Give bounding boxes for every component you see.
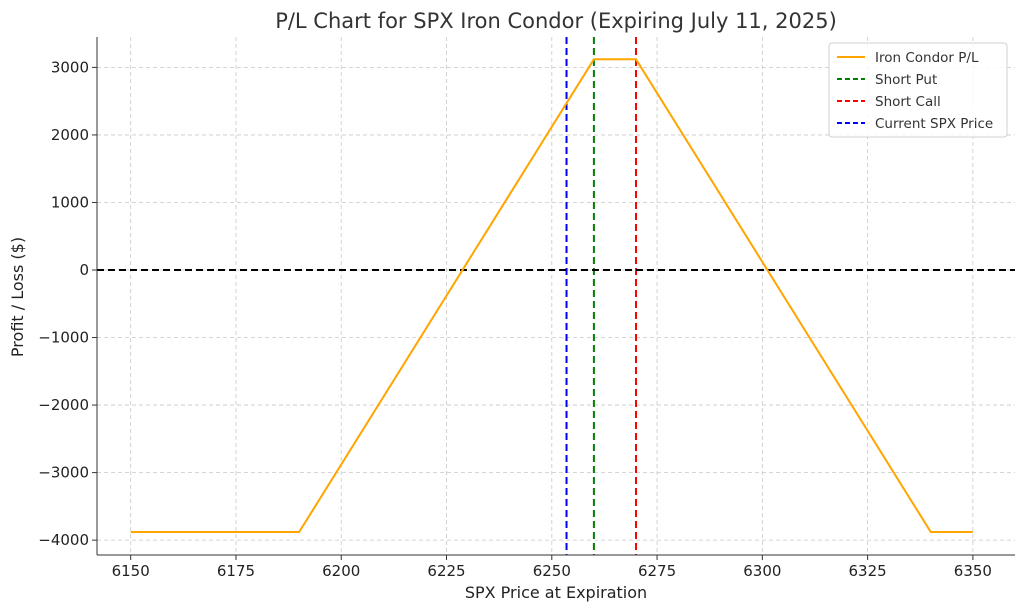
y-tick-label: 3000: [51, 58, 89, 76]
x-tick-label: 6175: [217, 562, 255, 580]
x-tick-label: 6325: [849, 562, 887, 580]
series-group: [130, 58, 973, 534]
x-tick-label: 6275: [638, 562, 676, 580]
y-tick-label: −1000: [38, 329, 89, 347]
y-axis-label: Profit / Loss ($): [8, 237, 27, 357]
y-tick-label: 2000: [51, 126, 89, 144]
chart-title: P/L Chart for SPX Iron Condor (Expiring …: [275, 9, 837, 33]
y-tick-label: −3000: [38, 464, 89, 482]
x-axis-label: SPX Price at Expiration: [465, 583, 647, 602]
ticks: 6150 6175 6200 6225 6250 6275 6300 6325 6350 −400…: [38, 58, 992, 580]
legend-label: Iron Condor P/L: [875, 50, 979, 66]
legend-label: Short Put: [875, 72, 937, 88]
x-tick-label: 6225: [427, 562, 465, 580]
x-tick-label: 6250: [533, 562, 571, 580]
y-tick-label: 0: [79, 261, 89, 279]
legend-label: Short Call: [875, 94, 941, 110]
series-line-iron-condor: [130, 58, 973, 534]
x-tick-label: 6350: [954, 562, 992, 580]
axes: [96, 37, 1015, 556]
x-tick-label: 6150: [112, 562, 150, 580]
x-tick-label: 6200: [322, 562, 360, 580]
x-tick-label: 6300: [743, 562, 781, 580]
y-tick-label: 1000: [51, 193, 89, 211]
legend: Iron Condor P/L Short Put Short Call Curren…: [828, 42, 1008, 138]
legend-label: Current SPX Price: [875, 116, 993, 132]
reference-lines: [97, 37, 1015, 555]
y-tick-label: −2000: [38, 396, 89, 414]
legend-box: [828, 42, 1008, 138]
y-tick-label: −4000: [38, 531, 89, 549]
